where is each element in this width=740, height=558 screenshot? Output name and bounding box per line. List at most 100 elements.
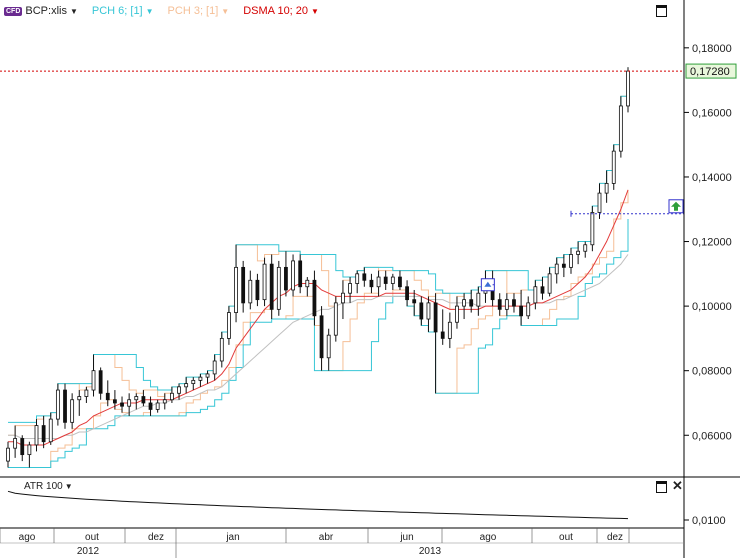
candle-body [305,279,310,288]
candle-body [248,279,253,304]
chevron-down-icon: ▼ [145,6,154,16]
candle-body [241,266,246,304]
y-tick-label: 0,18000 [692,43,732,55]
pch3-label: PCH 3; [1] [167,5,219,17]
candle-body [13,438,18,449]
candle-body [184,383,189,388]
candle-body [526,302,531,317]
candle-body [27,444,32,456]
month-label: abr [319,532,334,543]
y-tick-label: 0,16000 [692,107,732,119]
candle-body [462,299,466,307]
pch6-legend-item[interactable]: PCH 6; [1] ▼ [92,5,154,17]
candle-body [447,321,452,339]
candle-body [191,379,196,385]
candle-body [198,376,203,381]
candle-body [134,396,139,401]
close-icon[interactable]: ✕ [672,478,683,493]
candle-body [319,315,324,359]
chevron-down-icon: ▼ [69,6,78,16]
up-arrow-icon [671,201,681,211]
candle-body [398,276,402,288]
symbol-label: BCP:xlis [25,5,67,17]
pch3-legend-item[interactable]: PCH 3; [1] ▼ [168,5,230,17]
candle-body [561,263,566,268]
candle-body [569,254,573,268]
candle-body [48,418,53,443]
dsma-fast-line [8,189,629,446]
candle-body [362,273,367,281]
candle-body [512,299,516,307]
candle-body [55,389,60,420]
candle-body [269,263,274,310]
candle-body [497,299,502,310]
month-label: ago [480,532,497,543]
candle-body [177,386,181,394]
atr-line [7,490,629,520]
candle-body [440,331,445,339]
chevron-down-icon: ▼ [64,482,73,491]
candle-body [426,302,431,320]
candle-body [576,250,581,255]
candle-body [312,279,317,317]
y-tick-label: 0,10000 [692,301,732,313]
candle-body [476,292,481,307]
candle-body [419,302,424,320]
last-price-label: 0,17280 [690,66,730,78]
maximize-atr-pane-button[interactable] [656,481,667,493]
buy-signal-icon[interactable] [668,199,684,214]
candle-body [112,399,117,404]
maximize-pane-button[interactable] [656,5,667,17]
candle-body [355,273,360,284]
month-label: dez [607,532,623,543]
y-tick-label: 0,14000 [692,172,732,184]
candle-body [626,70,630,107]
candle-body [547,273,552,294]
candle-body [604,183,609,194]
y-tick-label: 0,06000 [692,430,732,442]
candle-body [170,392,174,401]
pch6-label: PCH 6; [1] [91,5,143,17]
candle-body [127,399,132,407]
candle-body [383,276,388,284]
y-tick-label: 0,12000 [692,237,732,249]
year-label: 2013 [419,546,442,557]
candle-body [341,292,345,304]
chevron-down-icon: ▼ [221,6,230,16]
candle-body [105,392,110,401]
month-label: ago [19,532,36,543]
dsma-legend-item[interactable]: DSMA 10; 20 ▼ [243,5,319,17]
candle-body [162,399,167,404]
candle-body [91,370,96,391]
month-label: out [559,532,573,543]
month-label: jun [399,532,413,543]
candle-body [227,312,231,339]
candle-body [405,286,409,301]
chevron-down-icon: ▼ [311,6,319,16]
candle-body [262,263,267,301]
signal-marker-icon[interactable] [480,278,495,292]
candle-body [63,389,67,423]
candle-body [234,266,238,313]
candle-body [298,260,303,288]
symbol-selector[interactable]: CFD BCP:xlis ▼ [4,5,78,17]
atr-legend-item[interactable]: ATR 100 ▼ [24,481,73,492]
atr-label: ATR 100 [24,481,63,492]
last-price-badge [685,63,737,79]
triangle-up-icon [484,281,492,287]
candle-body [412,299,417,304]
candle-body [611,150,616,184]
candle-body [433,302,438,333]
candle-body [326,334,331,359]
candle-body [554,263,559,275]
candle-body [77,396,82,401]
candle-body [148,402,153,410]
atr-y-tick-label: 0,0100 [692,515,726,527]
month-label: out [85,532,99,543]
candle-body [376,276,381,288]
chart-legend: CFD BCP:xlis ▼ PCH 6; [1] ▼ PCH 3; [1] ▼… [4,3,319,19]
cfd-badge: CFD [4,6,23,16]
candle-body [533,286,538,304]
candle-body [70,399,75,423]
